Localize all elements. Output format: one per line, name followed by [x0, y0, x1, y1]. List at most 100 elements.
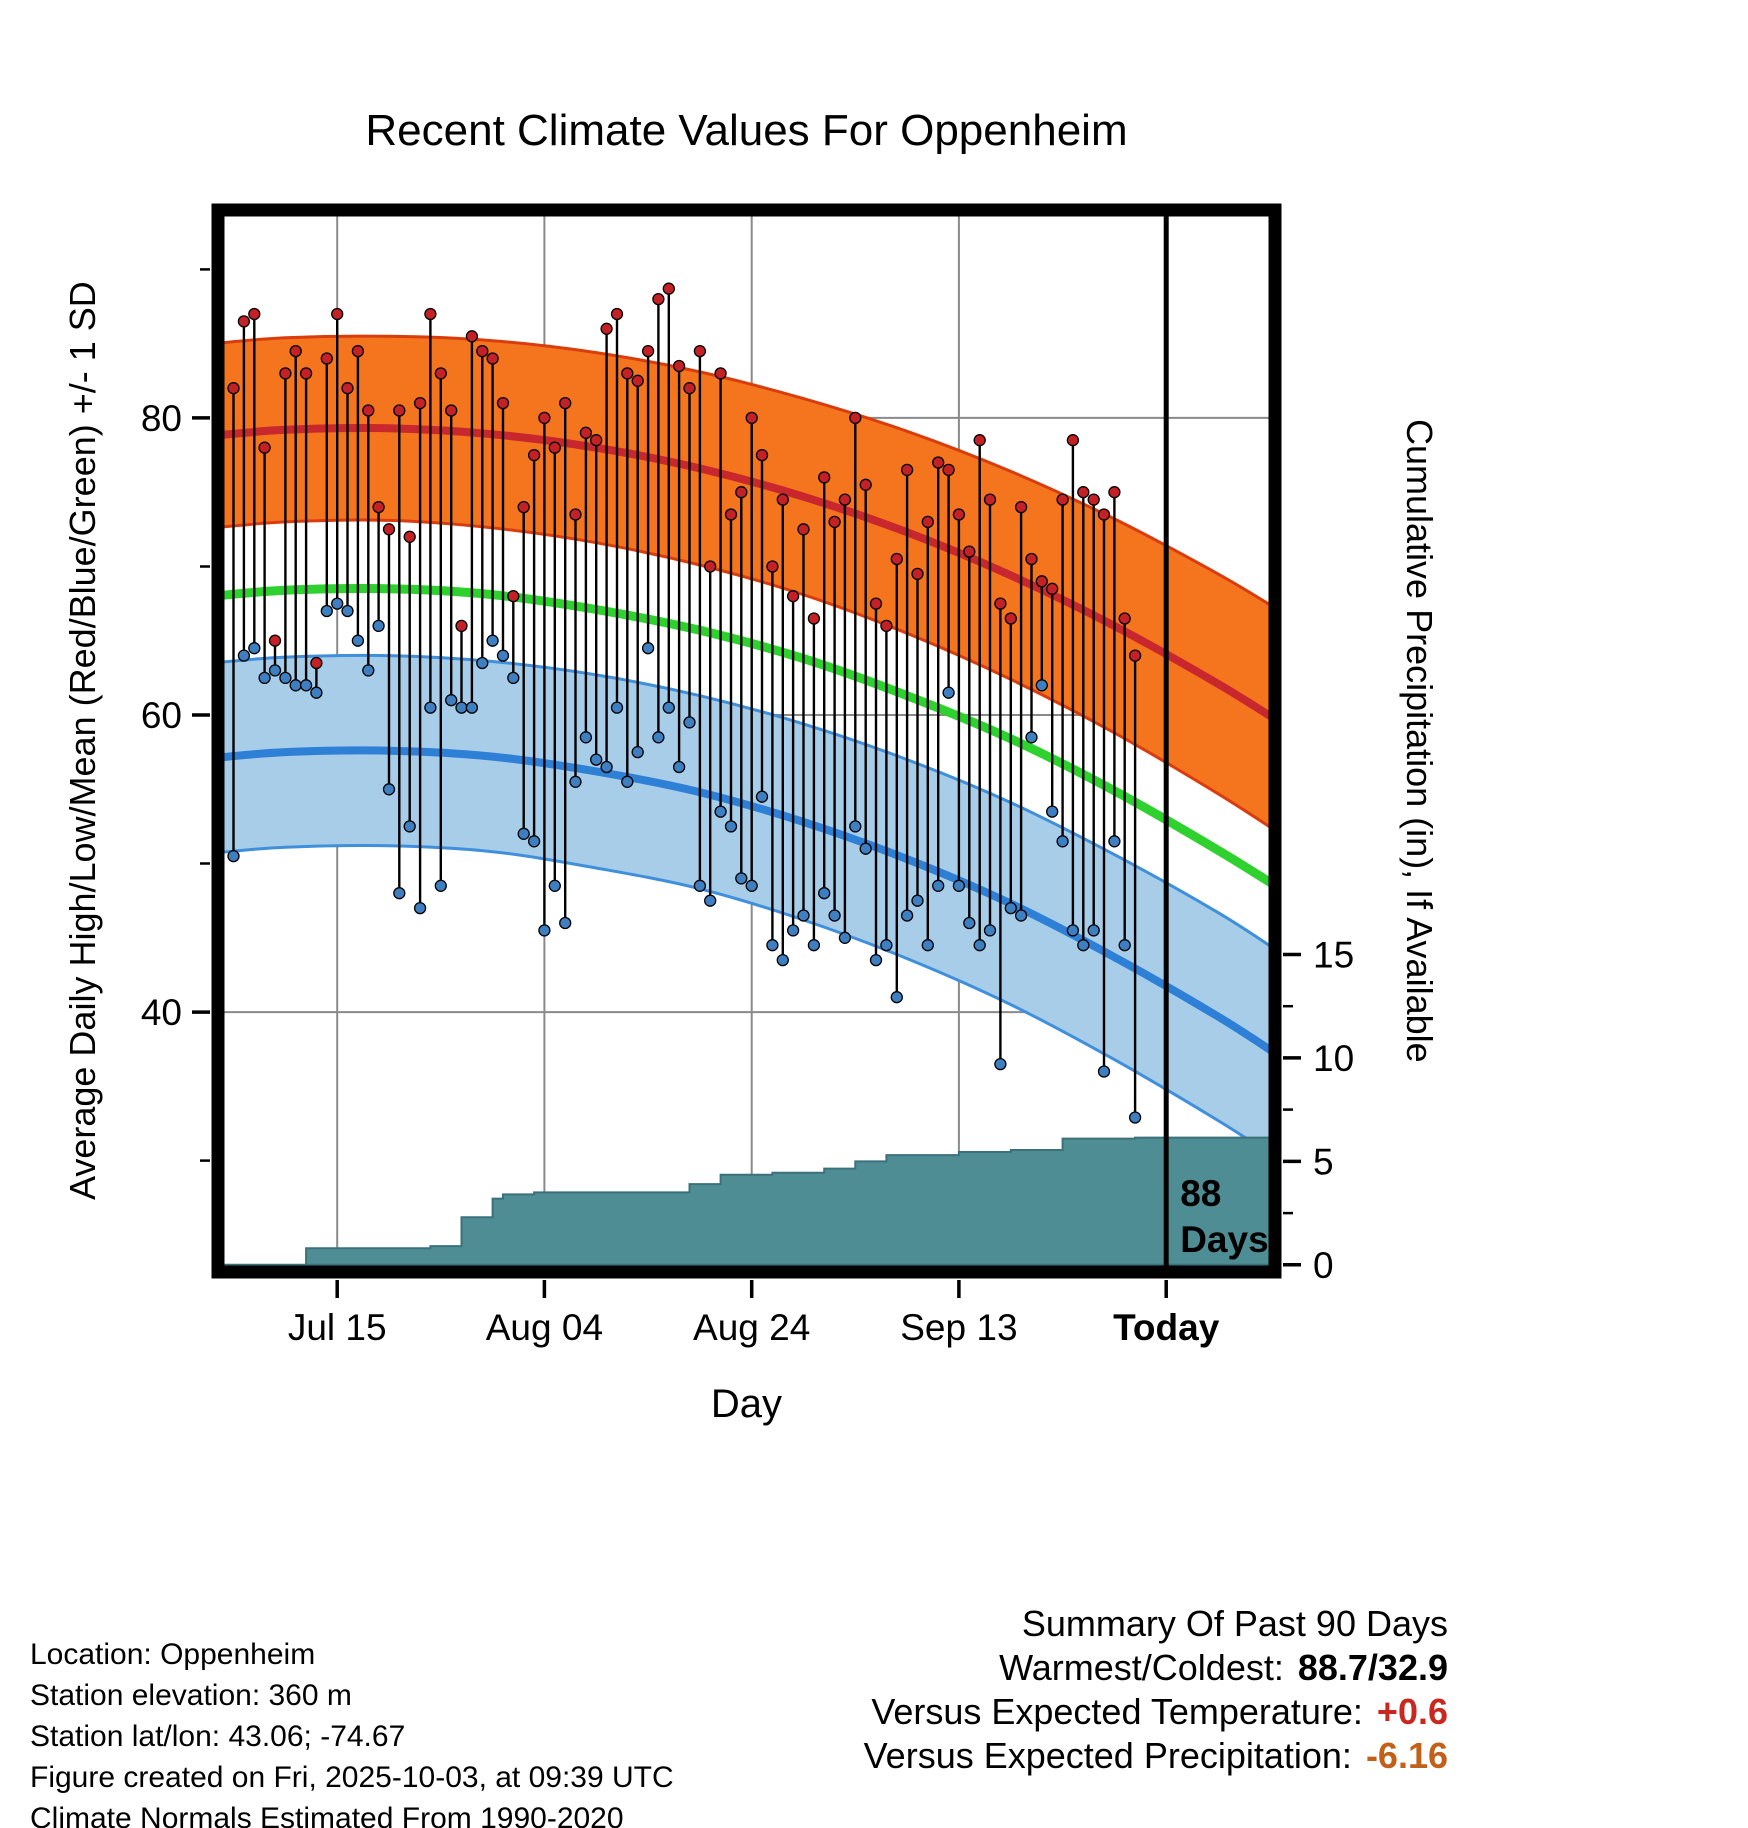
daily-high-dot [362, 404, 375, 417]
daily-low-dot [600, 760, 613, 774]
daily-low-dot [786, 924, 800, 937]
daily-low-dot [289, 679, 302, 692]
figure-created-timestamp: Figure created on Fri, 2025-10-03, at 09… [30, 1761, 674, 1794]
daily-low-dot [1097, 1065, 1111, 1078]
daily-high-dot [828, 515, 841, 529]
daily-high-dot [1046, 582, 1059, 595]
x-tick-label: Sep 13 [900, 1307, 1017, 1348]
daily-high-dot [465, 330, 479, 343]
daily-low-dot [310, 686, 323, 699]
daily-low-dot [559, 916, 572, 930]
daily-high-dot [900, 463, 914, 477]
daily-low-dot [248, 642, 261, 655]
daily-low-dot [631, 745, 644, 759]
summary-vs-precipitation: Versus Expected Precipitation: -6.16 [864, 1734, 1448, 1778]
daily-high-dot [590, 434, 603, 447]
daily-low-dot [465, 701, 479, 714]
station-location: Location: Oppenheim [30, 1638, 316, 1671]
daily-high-dot [341, 382, 354, 395]
warmest-coldest-value: 88.7/32.9 [1297, 1647, 1448, 1688]
daily-high-dot [911, 567, 924, 581]
daily-low-dot [227, 849, 240, 863]
daily-high-dot [880, 619, 893, 633]
daily-low-dot [372, 619, 385, 633]
daily-low-dot [1108, 835, 1121, 848]
daily-low-dot [507, 671, 520, 685]
daily-low-dot [445, 694, 458, 707]
days-count-annotation: 88 [1180, 1173, 1221, 1214]
right-tick-label: 5 [1313, 1141, 1334, 1182]
daily-high-dot [1035, 575, 1048, 588]
daily-high-dot [704, 560, 717, 573]
daily-low-dot [766, 939, 779, 952]
daily-low-dot [476, 656, 489, 670]
station-info-block: Location: Oppenheim Station elevation: 3… [30, 1634, 674, 1828]
daily-high-dot [320, 352, 333, 365]
daily-low-dot [299, 679, 313, 692]
daily-high-dot [1087, 493, 1100, 506]
daily-high-dot [600, 322, 613, 335]
left-tick-label: 60 [141, 695, 182, 736]
daily-high-dot [807, 612, 821, 625]
daily-low-dot [579, 731, 593, 744]
daily-high-dot [527, 448, 541, 462]
daily-high-dot [476, 344, 489, 358]
daily-low-dot [351, 634, 365, 647]
daily-high-dot [569, 508, 582, 521]
daily-low-dot [724, 820, 738, 833]
daily-high-dot [693, 344, 707, 358]
daily-high-dot [766, 560, 779, 573]
daily-high-dot [299, 367, 313, 380]
summary-heading: Summary Of Past 90 Days [1021, 1603, 1448, 1644]
daily-high-dot [973, 434, 986, 447]
daily-low-dot [963, 916, 976, 930]
daily-low-dot [1035, 679, 1048, 692]
daily-high-dot [517, 500, 530, 514]
plot-border [211, 203, 1282, 1279]
daily-high-dot [838, 493, 852, 506]
daily-low-dot [911, 894, 924, 907]
daily-low-dot [496, 649, 510, 662]
daily-low-dot [859, 842, 872, 855]
daily-low-dot [1077, 939, 1090, 952]
daily-low-dot [455, 701, 468, 714]
daily-high-dot [559, 396, 572, 410]
daily-high-dot [455, 619, 468, 633]
daily-high-dot [932, 456, 945, 469]
low-temperature-band-lower-edge [218, 843, 1275, 1159]
daily-low-dot [517, 827, 530, 840]
daily-high-dot [786, 590, 800, 603]
summary-vs-temperature: Versus Expected Temperature: +0.6 [864, 1690, 1448, 1734]
daily-high-dot [1066, 434, 1080, 447]
daily-high-dot [890, 552, 903, 566]
vs-temperature-value: +0.6 [1376, 1691, 1448, 1732]
daily-high-dot [382, 523, 396, 536]
vs-temperature-label: Versus Expected Temperature: [871, 1691, 1363, 1732]
daily-low-dot [1128, 1111, 1142, 1124]
daily-low-dot [641, 642, 655, 655]
daily-low-dot [652, 731, 665, 744]
daily-low-dot [952, 879, 966, 892]
daily-high-dot [662, 282, 675, 295]
daily-low-dot [838, 931, 852, 944]
daily-high-dot [289, 344, 302, 358]
station-elevation: Station elevation: 360 m [30, 1679, 352, 1712]
left-axis-label: Average Daily High/Low/Mean (Red/Blue/Gr… [62, 281, 103, 1201]
daily-high-dot [331, 307, 344, 321]
daily-low-dot [1046, 805, 1059, 818]
x-tick-label: Aug 24 [693, 1307, 810, 1348]
low-temperature-band [218, 655, 1275, 1158]
daily-high-dot [579, 426, 593, 439]
daily-low-dot [983, 924, 997, 937]
daily-low-dot [527, 835, 541, 848]
climate-chart-plot: 88 Days Jul 15 Aug 04 Aug 24 Sep 13 Today 80 60 4… [141, 203, 1354, 1348]
daily-high-dot [714, 367, 727, 380]
daily-low-dot [683, 716, 696, 729]
daily-high-dot [1014, 500, 1028, 514]
vs-precipitation-value: -6.16 [1365, 1735, 1448, 1776]
daily-low-dot [1056, 835, 1069, 848]
daily-high-dot [424, 307, 437, 321]
warmest-coldest-label: Warmest/Coldest: [999, 1647, 1284, 1688]
x-tick-label: Aug 04 [486, 1307, 603, 1348]
